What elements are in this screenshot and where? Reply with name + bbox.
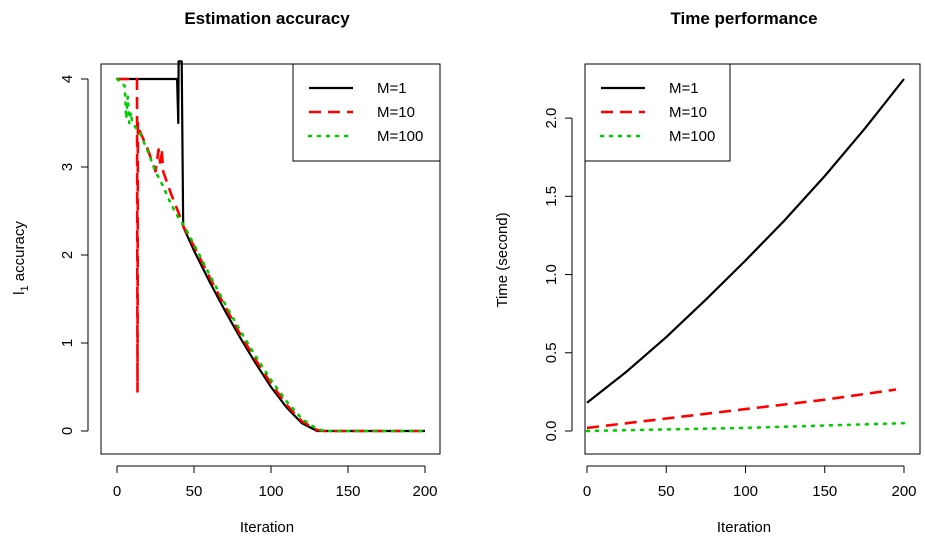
time-legend-label: M=10 [669, 104, 707, 121]
time-y-tick-label: 1.5 [543, 186, 560, 207]
accuracy-y-tick-label: 2 [59, 251, 76, 259]
accuracy-y-label-rest: accuracy [11, 221, 28, 286]
accuracy-x-tick-label: 150 [335, 483, 360, 500]
accuracy-x-axis-label: Iteration [240, 519, 294, 536]
time-x-tick-label: 0 [583, 483, 591, 500]
accuracy-y-tick-label: 4 [59, 75, 76, 83]
accuracy-x-tick-label: 50 [186, 483, 203, 500]
time-panel: Time performance Iteration Time (second)… [494, 9, 921, 536]
accuracy-series-line-m100 [115, 77, 427, 433]
accuracy-x-tick-label: 200 [412, 483, 437, 500]
time-x-tick-label: 50 [658, 483, 675, 500]
time-legend-label: M=100 [669, 128, 715, 145]
accuracy-y-axis-label: l1 accuracy [11, 221, 31, 295]
time-y-tick-label: 0.5 [543, 342, 560, 363]
time-y-tick-label: 1.0 [543, 264, 560, 285]
accuracy-x-tick-label: 0 [113, 483, 121, 500]
time-x-tick-label: 100 [733, 483, 758, 500]
time-chart-title: Time performance [670, 9, 817, 28]
accuracy-y-label-sub: 1 [19, 285, 31, 291]
time-y-tick-label: 2.0 [543, 108, 560, 129]
time-y-tick-label: 0.0 [543, 421, 560, 442]
time-y-axis-label: Time (second) [494, 212, 511, 307]
time-series-line-m1 [586, 78, 905, 404]
accuracy-y-tick-label: 1 [59, 339, 76, 347]
accuracy-y-label-main: l [11, 291, 28, 294]
accuracy-legend-label: M=1 [377, 80, 407, 97]
time-series-line-m10 [586, 388, 897, 430]
accuracy-x-tick-label: 100 [258, 483, 283, 500]
time-series-line-m100 [585, 421, 906, 433]
accuracy-panel: Estimation accuracy Iteration l1 accurac… [11, 9, 441, 536]
time-legend-label: M=1 [669, 80, 699, 97]
time-x-tick-label: 150 [812, 483, 837, 500]
time-plot-area [584, 63, 921, 455]
accuracy-y-tick-label: 0 [59, 427, 76, 435]
accuracy-legend-label: M=100 [377, 128, 423, 145]
accuracy-legend-label: M=10 [377, 104, 415, 121]
accuracy-y-tick-label: 3 [59, 163, 76, 171]
time-x-tick-label: 200 [891, 483, 916, 500]
accuracy-chart-title: Estimation accuracy [184, 9, 350, 28]
accuracy-plot-area [100, 63, 441, 455]
time-x-axis-label: Iteration [717, 519, 771, 536]
